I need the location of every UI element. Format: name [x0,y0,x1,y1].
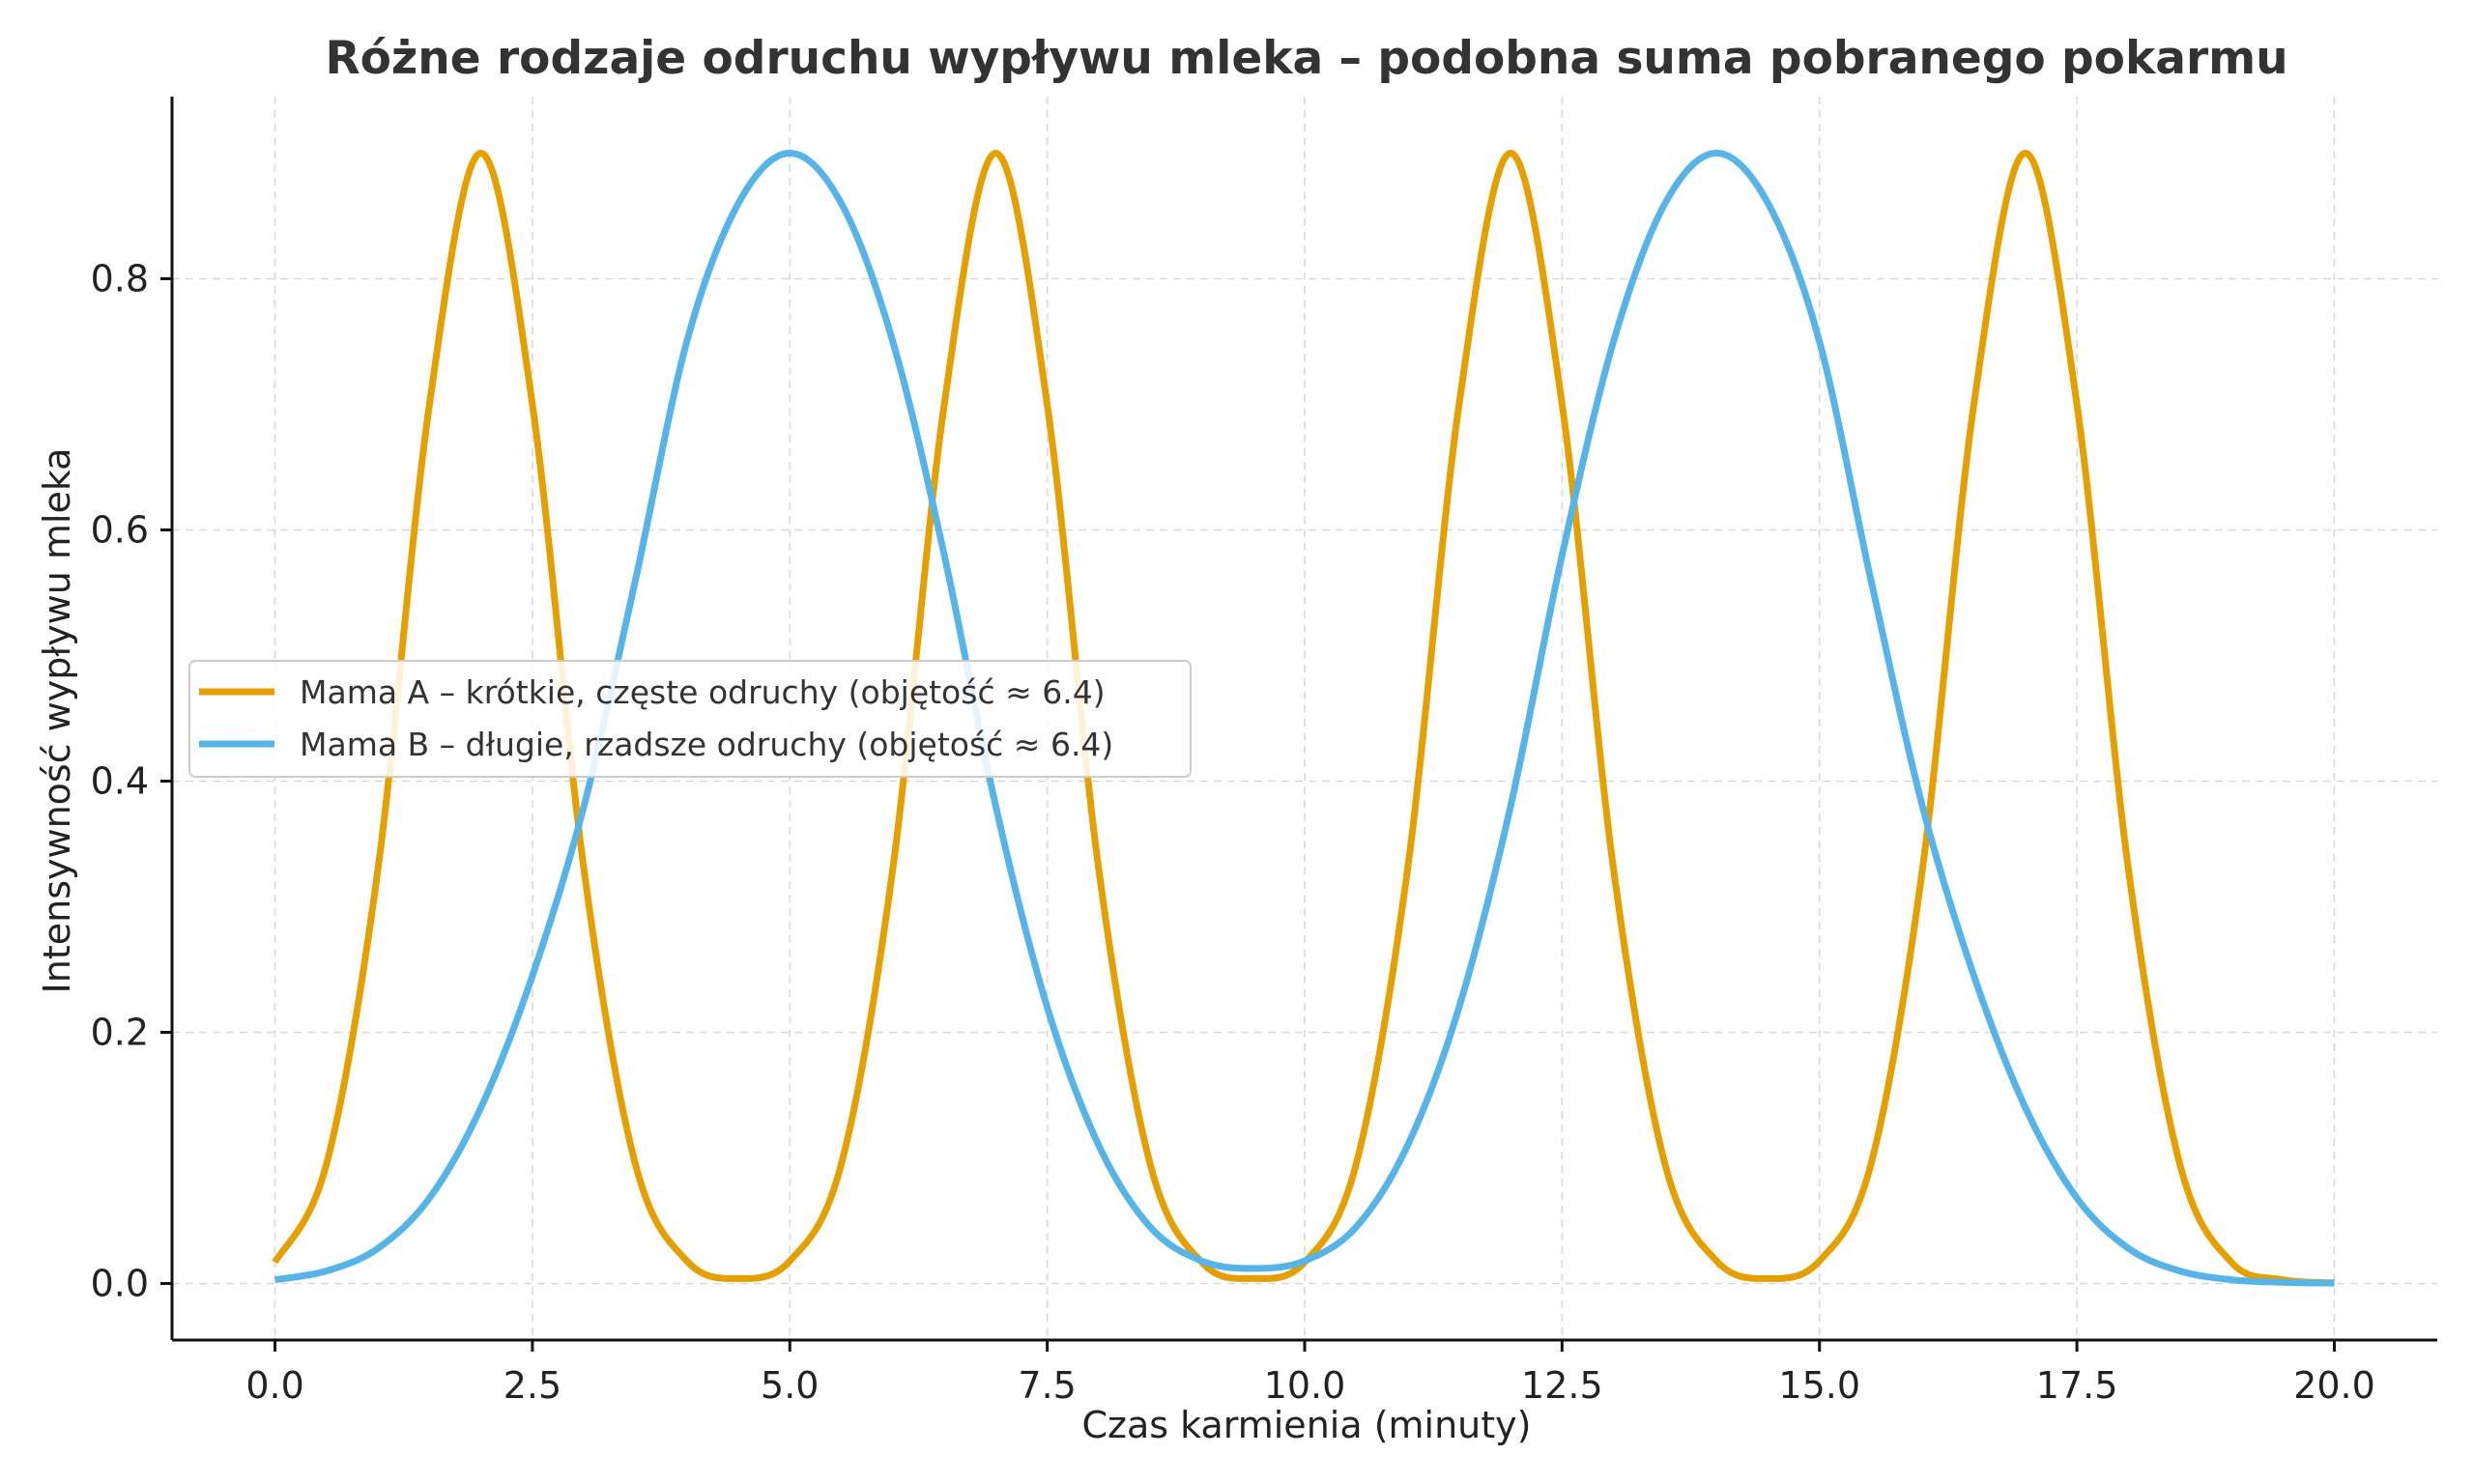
legend-label-1: Mama A – krótkie, częste odruchy (objęto… [300,673,1106,711]
x-tick-label: 20.0 [2293,1364,2375,1407]
y-tick-label: 0.8 [91,258,149,300]
legend: Mama A – krótkie, częste odruchy (objęto… [188,660,1192,778]
series-line-2 [273,150,2335,1287]
tick-labels: 0.0 2.5 5.0 7.5 10.0 12.5 15.0 17.5 20.0 0.0 0.2 0.… [91,258,2375,1408]
x-tick-label: 5.0 [761,1364,819,1407]
y-tick-label: 0.6 [91,509,149,552]
y-tick-label: 0.0 [91,1263,149,1305]
series-lines [272,150,2335,1287]
x-tick-label: 10.0 [1264,1364,1346,1407]
x-axis-label: Czas karmienia (minuty) [1082,1404,1532,1446]
y-axis-label: Intensywność wypływu mleka [36,448,78,994]
legend-label-2: Mama B – długie, rzadsze odruchy (objęto… [300,726,1113,763]
x-tick-label: 7.5 [1018,1364,1076,1407]
chart-title: Różne rodzaje odruchu wypływu mleka – po… [325,32,2287,85]
x-tick-label: 12.5 [1521,1364,1603,1407]
y-tick-label: 0.4 [91,760,149,803]
y-tick-label: 0.2 [91,1012,149,1054]
x-tick-label: 0.0 [245,1364,303,1407]
x-tick-label: 17.5 [2036,1364,2118,1407]
x-tick-label: 15.0 [1778,1364,1860,1407]
x-tick-label: 2.5 [503,1364,561,1407]
legend-box [188,660,1192,778]
